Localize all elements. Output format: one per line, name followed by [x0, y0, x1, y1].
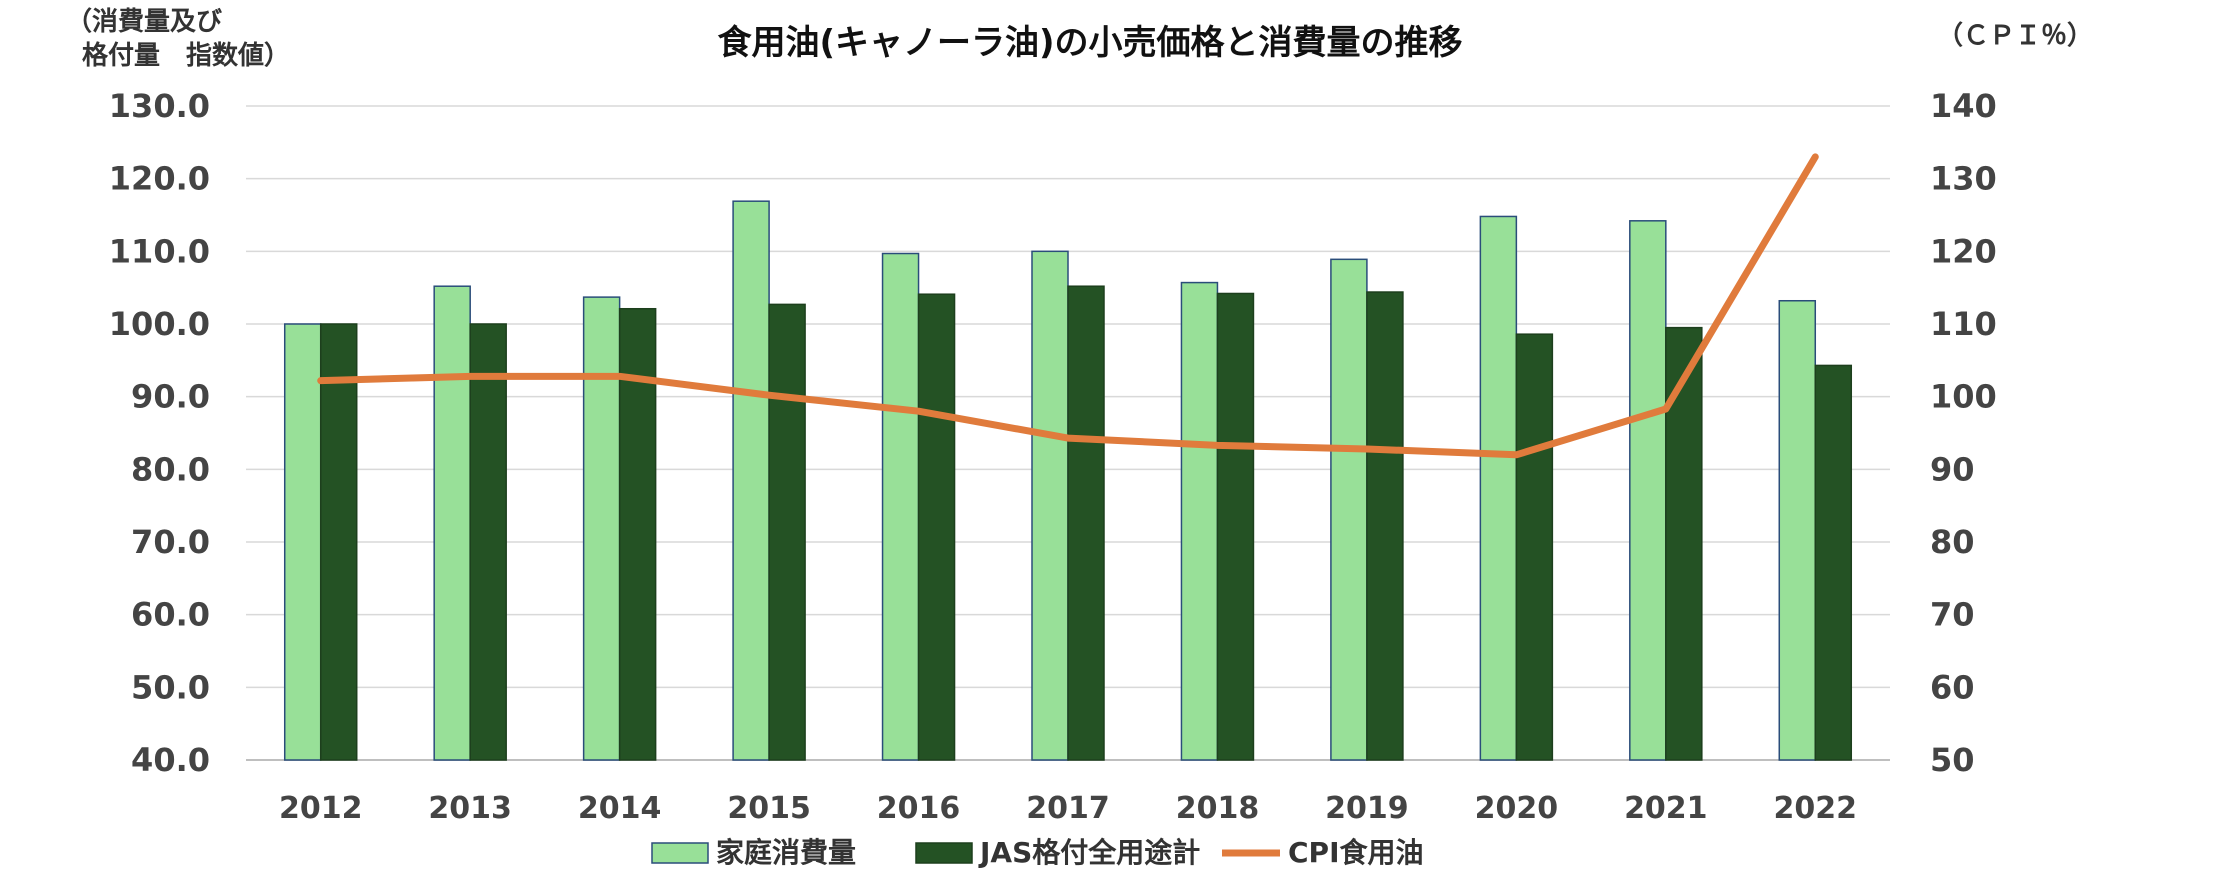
left-tick-label: 100.0 — [109, 305, 210, 343]
x-tick-label: 2019 — [1325, 791, 1409, 826]
x-axis-ticks: 2012 2013 2014 2015 2016 2017 2018 2019 2020 2021… — [279, 791, 1857, 826]
left-tick-label: 40.0 — [131, 741, 210, 779]
right-axis-unit: （ＣＰＩ％） — [1937, 21, 2093, 51]
right-tick-label: 70 — [1930, 596, 1975, 634]
x-tick-label: 2021 — [1624, 791, 1708, 826]
left-tick-label: 110.0 — [109, 232, 210, 270]
bar-家庭消費量-2022 — [1779, 301, 1815, 760]
right-tick-label: 100 — [1930, 378, 1997, 416]
right-tick-label: 80 — [1930, 523, 1975, 561]
bar-家庭消費量-2021 — [1630, 221, 1666, 760]
bar-JAS格付全用途計-2018 — [1217, 293, 1253, 760]
x-tick-label: 2018 — [1176, 791, 1260, 826]
bar-JAS格付全用途計-2017 — [1068, 286, 1104, 760]
right-tick-label: 60 — [1930, 668, 1975, 706]
bar-JAS格付全用途計-2016 — [919, 294, 955, 760]
bar-JAS格付全用途計-2019 — [1367, 292, 1403, 760]
right-tick-label: 130 — [1930, 160, 1997, 198]
bar-JAS格付全用途計-2015 — [769, 304, 805, 760]
bar-JAS格付全用途計-2021 — [1666, 328, 1702, 760]
bar-JAS格付全用途計-2022 — [1815, 365, 1851, 760]
legend-label-家庭消費量: 家庭消費量 — [716, 836, 856, 869]
x-tick-label: 2022 — [1774, 791, 1858, 826]
chart-title: 食用油(キャノーラ油)の小売価格と消費量の推移 — [717, 23, 1462, 63]
right-tick-label: 120 — [1930, 232, 1997, 270]
left-axis-unit-line2: 格付量 指数値） — [82, 40, 290, 71]
bar-家庭消費量-2014 — [584, 297, 620, 760]
right-axis-ticks: 50 60 70 80 90 100 110 120 130 140 — [1930, 87, 1997, 779]
x-tick-label: 2020 — [1475, 791, 1559, 826]
right-tick-label: 50 — [1930, 741, 1975, 779]
left-tick-label: 60.0 — [131, 596, 210, 634]
legend-swatch-家庭消費量 — [652, 843, 708, 863]
bar-家庭消費量-2020 — [1480, 216, 1516, 760]
x-tick-label: 2017 — [1026, 791, 1110, 826]
bar-JAS格付全用途計-2012 — [321, 324, 357, 760]
legend: 家庭消費量 JAS格付全用途計 CPI食用油 — [652, 836, 1424, 869]
x-tick-label: 2014 — [578, 791, 662, 826]
left-tick-label: 80.0 — [131, 450, 210, 488]
bar-家庭消費量-2012 — [285, 324, 321, 760]
x-tick-label: 2012 — [279, 791, 363, 826]
bars — [285, 201, 1852, 760]
legend-swatch-JAS格付全用途計 — [916, 843, 972, 863]
bar-家庭消費量-2015 — [733, 201, 769, 760]
bar-家庭消費量-2016 — [883, 254, 919, 760]
right-tick-label: 90 — [1930, 450, 1975, 488]
left-tick-label: 120.0 — [109, 160, 210, 198]
left-tick-label: 130.0 — [109, 87, 210, 125]
bar-JAS格付全用途計-2013 — [470, 324, 506, 760]
bar-JAS格付全用途計-2020 — [1516, 334, 1552, 760]
legend-label-JAS格付全用途計: JAS格付全用途計 — [978, 836, 1200, 869]
bar-家庭消費量-2019 — [1331, 259, 1367, 760]
left-tick-label: 50.0 — [131, 668, 210, 706]
bar-家庭消費量-2013 — [434, 286, 470, 760]
left-tick-label: 70.0 — [131, 523, 210, 561]
right-tick-label: 140 — [1930, 87, 1997, 125]
right-tick-label: 110 — [1930, 305, 1997, 343]
left-axis-ticks: 40.0 50.0 60.0 70.0 80.0 90.0 100.0 110.0 120.0 1… — [109, 87, 210, 779]
x-tick-label: 2013 — [428, 791, 512, 826]
left-axis-unit-line1: （消費量及び — [66, 7, 222, 37]
bar-家庭消費量-2017 — [1032, 251, 1068, 760]
bar-家庭消費量-2018 — [1181, 283, 1217, 760]
legend-label-CPI食用油: CPI食用油 — [1288, 836, 1424, 869]
x-tick-label: 2015 — [727, 791, 811, 826]
left-tick-label: 90.0 — [131, 378, 210, 416]
x-tick-label: 2016 — [877, 791, 961, 826]
